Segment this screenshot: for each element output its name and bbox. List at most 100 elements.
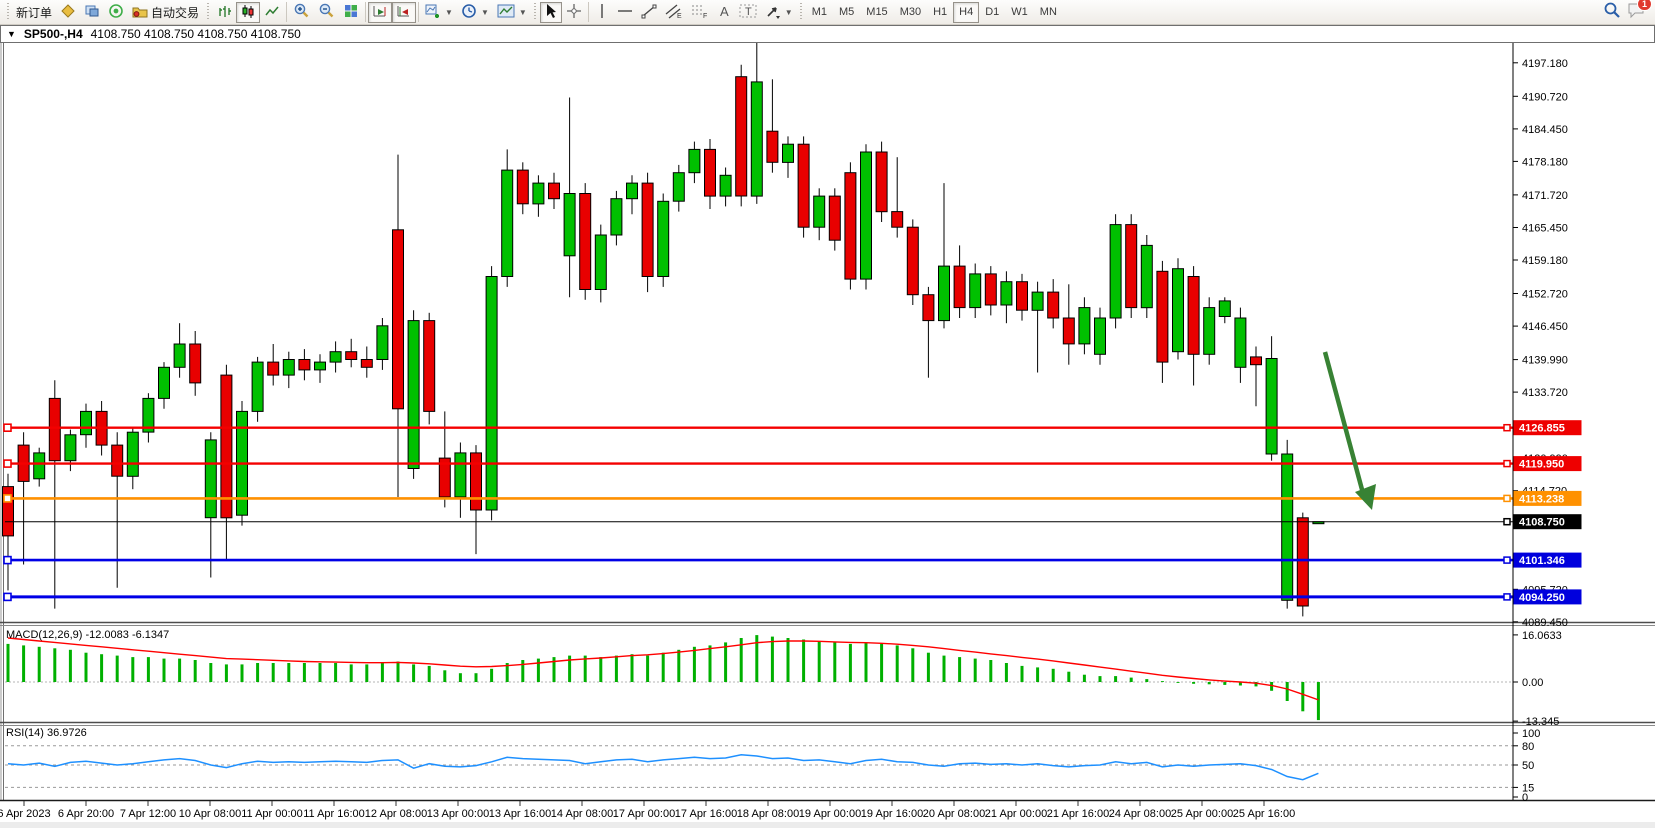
arrows-button[interactable]: ▼: [761, 2, 797, 23]
price-tag: [1513, 514, 1582, 530]
hline-anchor[interactable]: [3, 423, 12, 433]
arrows-caret-icon: ▼: [784, 7, 793, 17]
candle-body: [173, 343, 186, 368]
equidistant-channel-button[interactable]: E: [661, 2, 687, 23]
candle-body: [828, 195, 841, 241]
rsi-tick-label: 15: [1522, 782, 1534, 794]
signals-icon: [108, 3, 124, 22]
signals-button[interactable]: [104, 2, 128, 23]
autotrade-icon: [132, 3, 148, 22]
candle-body: [579, 193, 592, 290]
price-tick-label: 4178.180: [1522, 156, 1568, 168]
candles-chart-button[interactable]: [236, 1, 261, 23]
line-chart-button[interactable]: [260, 2, 284, 23]
vertical-line-button[interactable]: [591, 2, 613, 23]
hline-anchor[interactable]: [3, 592, 12, 602]
candles-chart-icon: [240, 3, 256, 22]
time-tick-label: 6 Apr 20:00: [58, 808, 114, 820]
trendline-button[interactable]: [637, 2, 661, 23]
candle-body: [610, 198, 623, 236]
candle-body: [1016, 281, 1028, 311]
candle-body: [501, 169, 514, 278]
chart-expander-icon[interactable]: ▼: [7, 29, 16, 39]
time-tick-label: 10 Apr 08:00: [179, 808, 241, 820]
candle-body: [1140, 244, 1153, 309]
autotrade-label: 自动交易: [151, 5, 200, 20]
horizontal-line-button[interactable]: [613, 2, 637, 23]
text-label-button[interactable]: T: [735, 2, 761, 23]
add-indicator-button[interactable]: ▼: [421, 2, 457, 23]
chart-ohlc-values: 4108.750 4108.750 4108.750 4108.750: [90, 27, 301, 41]
price-tick-label: 4197.180: [1522, 58, 1568, 70]
timeframe-button-w1[interactable]: W1: [1011, 6, 1028, 18]
tile-windows-button[interactable]: [339, 2, 363, 23]
timeframe-button-h1[interactable]: H1: [933, 6, 948, 18]
period-clock-icon: [461, 3, 477, 22]
candle-body: [906, 226, 919, 296]
crosshair-icon: [566, 3, 582, 22]
chart-shift-button[interactable]: [392, 1, 417, 23]
candle-body: [782, 143, 794, 163]
zoom-out-button[interactable]: [314, 2, 339, 23]
arrows-icon: [765, 3, 781, 22]
auto-scroll-button[interactable]: [368, 1, 393, 23]
trend-arrow[interactable]: [1322, 351, 1367, 498]
timeframe-button-m5[interactable]: M5: [839, 6, 855, 18]
macd-tick-label: 16.0633: [1522, 630, 1562, 642]
market-depth-button[interactable]: [80, 2, 104, 23]
candle-body: [1062, 317, 1075, 345]
chart-symbol-label: SP500-,H4: [23, 27, 83, 41]
hline-anchor[interactable]: [3, 494, 12, 503]
toolbar-grip: [798, 3, 804, 21]
candle-body: [813, 195, 826, 228]
candle-body: [516, 169, 529, 205]
timeframe-button-m30[interactable]: M30: [899, 6, 922, 18]
zoom-in-button[interactable]: [289, 2, 314, 23]
market-depth-icon: [84, 3, 100, 22]
svg-text:E: E: [677, 13, 682, 19]
candle-body: [485, 276, 498, 511]
timeframe-button-mn[interactable]: MN: [1039, 6, 1057, 18]
trend-arrow-head: [1355, 484, 1376, 510]
rsi-tick-label: 0: [1522, 792, 1528, 804]
candle-body: [438, 457, 451, 498]
chart-template-button[interactable]: ▼: [493, 2, 531, 23]
market-watch-button[interactable]: [56, 2, 80, 23]
timeframe-button-d1[interactable]: D1: [985, 6, 1000, 18]
bars-chart-button[interactable]: [212, 2, 236, 23]
candle-body: [345, 351, 358, 361]
period-clock-button[interactable]: ▼: [457, 2, 493, 23]
time-tick-label: 14 Apr 08:00: [551, 808, 613, 820]
timeframe-button-h4[interactable]: H4: [953, 1, 980, 23]
crosshair-button[interactable]: [562, 2, 586, 23]
candle-body: [532, 182, 545, 205]
candle-body: [688, 148, 701, 174]
timeframe-button-m1[interactable]: M1: [811, 6, 827, 18]
candle-body: [657, 200, 670, 277]
timeframe-button-m15[interactable]: M15: [866, 6, 888, 18]
hline-anchor[interactable]: [3, 459, 12, 468]
price-tag: [1513, 420, 1582, 436]
cursor-button[interactable]: [539, 1, 562, 23]
macd-tick-label: 0.00: [1522, 677, 1543, 689]
candle-body: [1250, 356, 1262, 366]
candle-body: [969, 273, 982, 309]
search-icon[interactable]: [1603, 1, 1621, 24]
text-button[interactable]: A: [713, 2, 735, 23]
chat-icon[interactable]: 1: [1627, 0, 1652, 24]
price-tick-label: 4165.450: [1522, 223, 1568, 235]
svg-text:F: F: [703, 13, 707, 19]
candle-body: [407, 320, 420, 469]
candle-body: [1172, 268, 1184, 353]
fibonacci-button[interactable]: F: [687, 2, 713, 23]
candle-body: [189, 343, 202, 384]
price-tag-anchor: [1503, 517, 1511, 526]
candle-body: [891, 211, 904, 228]
hline-anchor[interactable]: [3, 555, 12, 565]
new-order-button[interactable]: 新订单: [12, 2, 56, 23]
candle-body: [735, 76, 748, 197]
add-indicator-caret-icon: ▼: [445, 7, 453, 17]
autotrade-button[interactable]: 自动交易: [128, 2, 203, 23]
svg-text:T: T: [745, 6, 752, 18]
